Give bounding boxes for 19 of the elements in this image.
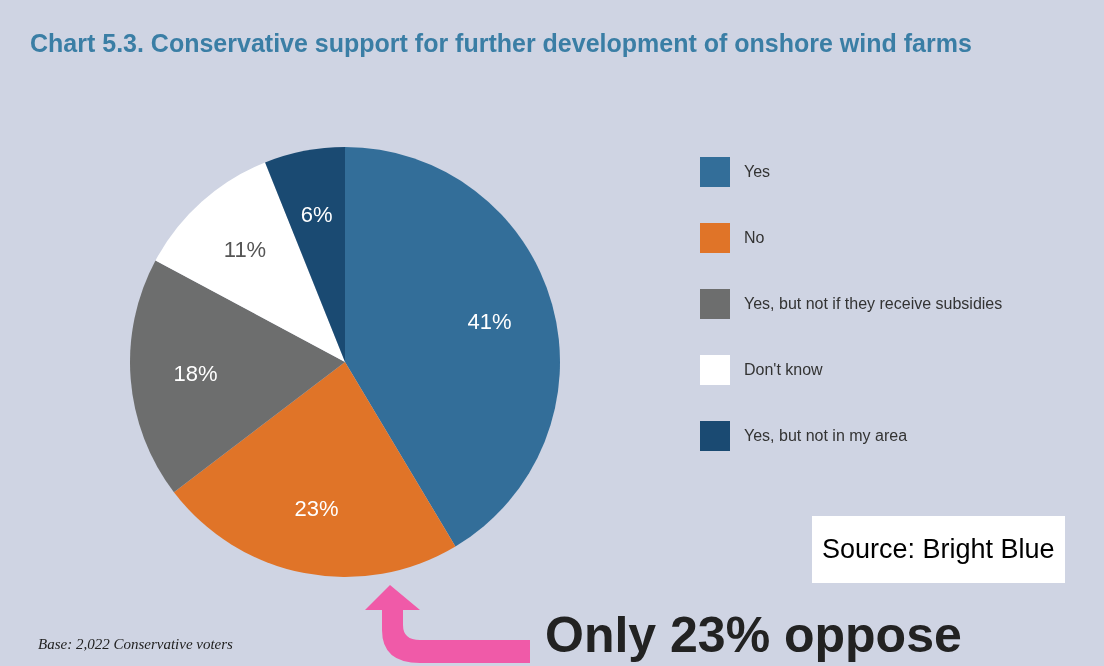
data-label: 11% (223, 237, 267, 263)
legend-label: No (744, 229, 765, 246)
legend-label: Yes, but not if they receive subsidies (744, 295, 1003, 312)
data-label: 41% (467, 309, 512, 335)
pie-slice (265, 147, 345, 362)
legend-label: Don't know (744, 361, 824, 378)
source-note: Source: Bright Blue (812, 516, 1065, 583)
text: Base: 2,022 Conservative voters (38, 636, 233, 653)
text: Only 23% oppose (545, 606, 962, 664)
pie-slice (155, 162, 345, 362)
pie-slice (173, 362, 456, 577)
legend-label: Yes (744, 163, 771, 180)
pie-slice (130, 260, 345, 493)
data-label: 18% (173, 360, 218, 386)
data-label: 6% (300, 201, 333, 227)
data-label: 23% (294, 496, 339, 522)
legend-label: Yes, but not in my area (744, 427, 908, 444)
chart-title: Chart 5.3. Conservative support for further development of onshore wind farms (30, 28, 973, 58)
pie-slice (345, 147, 560, 547)
